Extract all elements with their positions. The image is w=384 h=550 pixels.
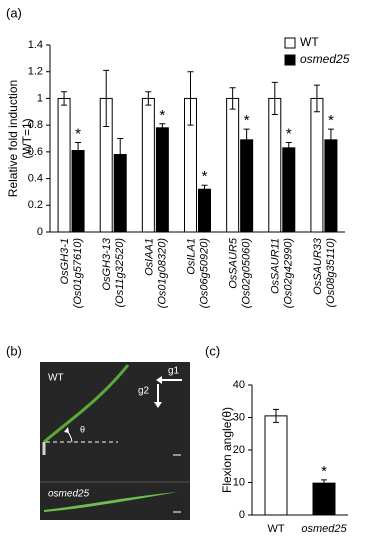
- error-bar: [61, 91, 68, 106]
- y-tick-label: 1: [37, 92, 43, 104]
- significance-mark: *: [321, 463, 327, 480]
- significance-mark: *: [75, 125, 81, 142]
- theta-label: θ: [80, 424, 85, 434]
- panel-label: (b): [6, 343, 22, 358]
- arrow-head: [154, 402, 162, 408]
- x-tick-label: OsSAUR5: [228, 237, 240, 289]
- error-bar: [103, 69, 110, 127]
- x-tick-label: OsSAUR11: [270, 238, 282, 294]
- y-tick-label: 0.4: [28, 172, 43, 184]
- x-tick-label: (Os01g57610): [72, 238, 84, 309]
- bar: [57, 97, 71, 233]
- x-tick-label: WT: [267, 523, 284, 535]
- x-tick-label: (Os08g35110): [325, 238, 337, 308]
- y-tick-label: 30: [233, 411, 245, 423]
- y-tick-label: 10: [233, 476, 245, 488]
- g1-label: g1: [168, 366, 180, 377]
- error-bar: [201, 184, 208, 194]
- bar: [240, 139, 254, 233]
- error-bar: [159, 123, 166, 133]
- error-bar: [229, 87, 236, 110]
- error-bar: [313, 84, 320, 113]
- bar: [310, 97, 324, 233]
- bar: [71, 150, 85, 233]
- x-tick-label: (Os01g08320): [156, 238, 168, 309]
- photo-label: osmed25: [48, 489, 90, 500]
- bar: [312, 482, 336, 516]
- photo-label: WT: [48, 373, 64, 384]
- x-tick-label: OsILA1: [185, 238, 197, 275]
- x-tick-label: (Os02g42990): [283, 238, 295, 309]
- arrow-head: [156, 376, 162, 384]
- bar: [282, 147, 296, 233]
- leaf: [43, 364, 130, 444]
- y-axis-label: Flexion angle(θ): [220, 407, 234, 493]
- y-axis-label: Relative fold induction: [6, 80, 20, 197]
- y-tick-label: 0.2: [28, 199, 43, 211]
- error-bar: [321, 479, 327, 487]
- error-bar: [243, 128, 250, 152]
- error-bar: [285, 142, 292, 154]
- bar: [141, 97, 155, 233]
- significance-mark: *: [159, 107, 165, 124]
- panel-label: (c): [205, 343, 220, 358]
- y-tick-label: 0.8: [28, 119, 43, 131]
- legend-swatch: [284, 54, 296, 66]
- x-tick-label: OsSAUR33: [312, 237, 324, 295]
- error-bar: [187, 71, 194, 126]
- x-tick-label: OsGH3-1: [59, 238, 71, 284]
- significance-mark: *: [244, 112, 250, 129]
- bar: [198, 188, 211, 233]
- bar: [268, 97, 282, 233]
- x-tick-label: (Os02g05060): [241, 238, 253, 309]
- legend-label: WT: [300, 35, 319, 49]
- bar: [264, 415, 288, 516]
- bar: [226, 97, 240, 233]
- error-bar: [271, 81, 278, 115]
- legend-swatch: [284, 37, 296, 49]
- x-tick-label: OsIAA1: [143, 238, 155, 276]
- x-tick-label: OsGH3-13: [101, 237, 113, 290]
- error-bar: [75, 142, 82, 160]
- error-bar: [327, 128, 334, 152]
- bar: [324, 139, 338, 233]
- y-tick-label: 0.6: [28, 146, 43, 158]
- y-axis-label: (WT=1): [20, 118, 34, 158]
- significance-mark: *: [286, 125, 292, 142]
- x-tick-label: (Os06g50920): [198, 238, 210, 309]
- g2-label: g2: [138, 386, 150, 397]
- significance-mark: *: [202, 168, 208, 185]
- bar: [155, 127, 169, 233]
- y-tick-label: 0: [37, 226, 43, 238]
- error-bar: [145, 91, 152, 106]
- significance-mark: *: [328, 112, 334, 129]
- legend-label: osmed25: [300, 52, 350, 66]
- y-tick-label: 1.4: [28, 39, 43, 51]
- x-tick-label: (Os11g32520): [114, 238, 126, 308]
- x-tick-label: osmed25: [301, 523, 347, 535]
- arrow-head: [64, 427, 69, 433]
- y-tick-label: 40: [233, 379, 245, 391]
- error-bar: [273, 408, 279, 423]
- y-tick-label: 1.2: [28, 66, 43, 78]
- y-tick-label: 0: [239, 509, 245, 521]
- leaf: [44, 492, 178, 512]
- error-bar: [117, 138, 124, 172]
- panel-label: (a): [6, 5, 22, 20]
- y-tick-label: 20: [233, 444, 245, 456]
